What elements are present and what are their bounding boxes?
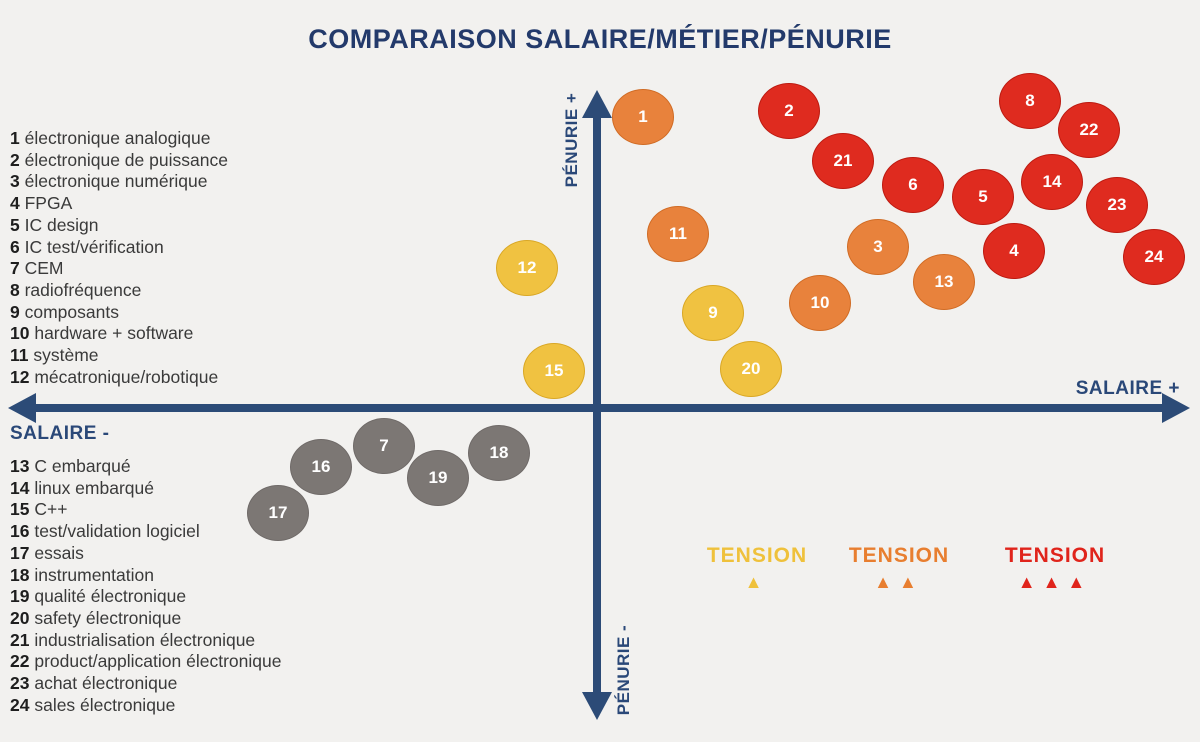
tension-label: TENSION [706,544,808,567]
tension-triangles: ▲▲ [824,571,974,593]
list-item-number: 10 [10,323,30,344]
tension-triangle-icon: ▲ [1067,572,1093,592]
tension-legend-red: TENSION ▲▲▲ [980,544,1130,593]
list-item: 6 IC test/vérification [10,236,164,257]
bubble-1: 1 [612,89,674,145]
list-item-number: 7 [10,258,20,279]
tension-triangle-icon: ▲ [899,572,924,592]
list-item: 23 achat électronique [10,673,178,694]
list-item-number: 9 [10,301,20,322]
list-item: 1 électronique analogique [10,128,211,148]
list-item: 7 CEM [10,258,64,279]
list-item-number: 3 [10,171,20,192]
bubble-24: 24 [1123,229,1185,285]
list-item: 2 électronique de puissance [10,149,228,170]
list-item: 19 qualité électronique [10,586,187,607]
list-item-number: 13 [10,456,30,476]
x-axis-negative-label: SALAIRE - [10,423,110,444]
y-axis-top-arrow-icon [582,90,612,118]
list-item: 14 linux embarqué [10,477,154,498]
bubble-21: 21 [812,133,874,189]
list-item-number: 6 [10,236,20,257]
list-item-number: 20 [10,607,30,628]
list-item: 15 C++ [10,499,68,520]
list-item-number: 1 [10,128,20,148]
list-item-number: 19 [10,586,30,607]
list-item-number: 14 [10,477,30,498]
list-item: 17 essais [10,542,84,563]
list-item-number: 17 [10,542,30,563]
list-item-number: 18 [10,564,30,585]
bubble-9: 9 [682,285,744,341]
bubble-12: 12 [496,240,558,296]
bubble-19: 19 [407,450,469,506]
bubble-2: 2 [758,83,820,139]
bubble-8: 8 [999,73,1061,129]
list-item: 5 IC design [10,214,99,235]
tension-triangles: ▲▲▲ [980,571,1130,593]
y-axis-bottom-arrow-icon [582,692,612,720]
list-item-number: 23 [10,673,30,694]
x-axis-right-arrow-icon [1162,393,1190,423]
list-item-number: 11 [10,345,29,366]
bubble-6: 6 [882,157,944,213]
bubble-7: 7 [353,418,415,474]
list-item: 13 C embarqué [10,456,131,476]
list-item: 11 système [10,345,99,366]
bubble-3: 3 [847,219,909,275]
tension-triangle-icon: ▲ [1017,572,1043,592]
legend-list-top: 1 électronique analogique 2 électronique … [10,128,228,388]
tension-triangle-icon: ▲ [874,572,899,592]
list-item: 8 radiofréquence [10,279,142,300]
bubble-22: 22 [1058,102,1120,158]
tension-triangle-icon: ▲ [744,572,770,592]
tension-label: TENSION [848,544,950,567]
list-item-number: 24 [10,694,30,715]
tension-triangle-icon: ▲ [1042,572,1068,592]
bubble-14: 14 [1021,154,1083,210]
list-item-number: 12 [10,366,30,387]
list-item-number: 8 [10,279,20,300]
list-item-number: 5 [10,214,20,235]
bubble-11: 11 [647,206,709,262]
bubble-13: 13 [913,254,975,310]
list-item: 16 test/validation logiciel [10,521,200,542]
list-item: 12 mécatronique/robotique [10,366,219,387]
tension-legend-orange: TENSION ▲▲ [824,544,974,593]
list-item-number: 4 [10,193,20,214]
list-item: 9 composants [10,301,119,322]
list-item-number: 22 [10,651,30,672]
list-item-number: 21 [10,629,30,650]
bubble-15: 15 [523,343,585,399]
list-item: 21 industrialisation électronique [10,629,256,650]
tension-triangles: ▲ [682,571,832,593]
x-axis-positive-label: SALAIRE + [1075,378,1180,399]
list-item: 22 product/application électronique [10,651,282,672]
list-item: 10 hardware + software [10,323,194,344]
tension-legend-yellow: TENSION ▲ [682,544,832,593]
tension-label: TENSION [1004,544,1106,567]
list-item-number: 15 [10,499,30,520]
page-title: COMPARAISON SALAIRE/MÉTIER/PÉNURIE [308,24,892,54]
bubble-17: 17 [247,485,309,541]
list-item-number: 16 [10,521,30,542]
list-item: 18 instrumentation [10,564,154,585]
bubble-5: 5 [952,169,1014,225]
list-item: 3 électronique numérique [10,171,208,192]
bubble-20: 20 [720,341,782,397]
bubble-4: 4 [983,223,1045,279]
list-item-number: 2 [10,149,20,170]
x-axis-left-arrow-icon [8,393,36,423]
legend-list-bottom: 13 C embarqué 14 linux embarqué 15 C++ 16 t… [10,456,281,716]
bubble-10: 10 [789,275,851,331]
bubble-16: 16 [290,439,352,495]
list-item: 4 FPGA [10,193,73,214]
bubble-18: 18 [468,425,530,481]
list-item: 20 safety électronique [10,607,182,628]
list-item: 24 sales électronique [10,694,176,715]
bubble-23: 23 [1086,177,1148,233]
